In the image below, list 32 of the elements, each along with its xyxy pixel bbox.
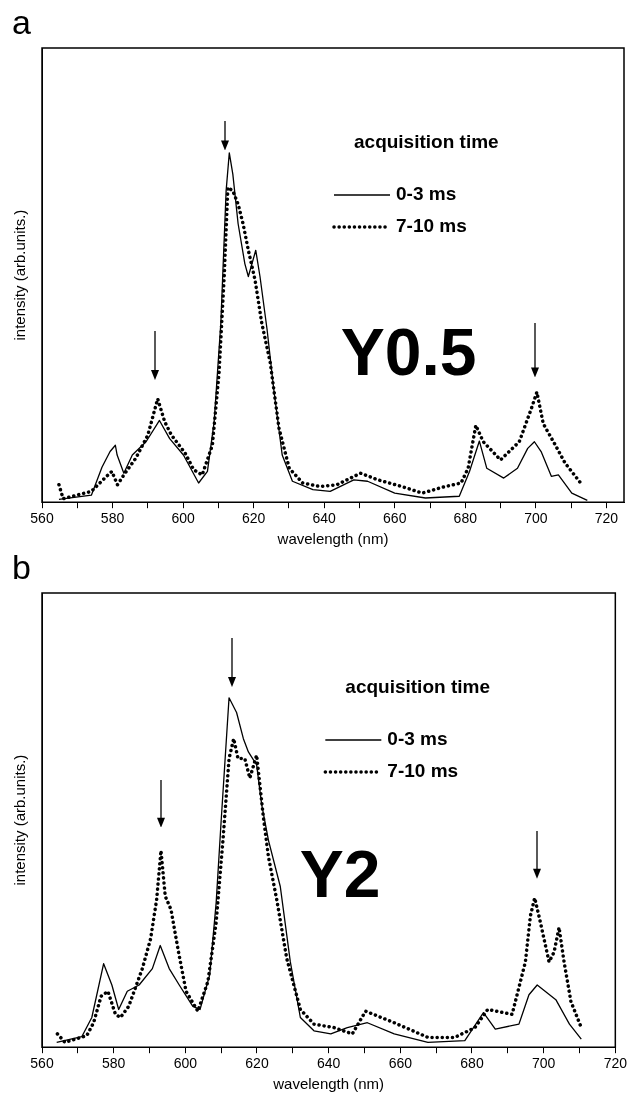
- x-tick-label: 620: [245, 1055, 269, 1072]
- x-tick-label: 660: [388, 1055, 413, 1072]
- x-tick-label: 660: [383, 510, 407, 527]
- y-axis-title: intensity (arb.units.): [11, 754, 29, 886]
- x-tick-label: 720: [603, 1055, 628, 1072]
- x-tick-label: 560: [30, 1055, 54, 1072]
- chart-title: a: [12, 3, 31, 42]
- x-tick-label: 640: [312, 510, 337, 527]
- legend-label: 7-10 ms: [387, 760, 459, 782]
- x-tick-label: 560: [30, 510, 54, 527]
- legend-label: 0-3 ms: [396, 183, 457, 205]
- x-tick-label: 640: [316, 1055, 341, 1072]
- annotation: Y0.5: [340, 315, 477, 390]
- x-tick-label: 620: [241, 510, 266, 527]
- legend-title: acquisition time: [354, 131, 499, 153]
- x-axis-title: wavelength (nm): [276, 530, 389, 548]
- x-tick-label: 580: [101, 1055, 126, 1072]
- x-axis-title: wavelength (nm): [272, 1075, 385, 1093]
- legend-label: 7-10 ms: [396, 215, 467, 237]
- x-tick-label: 720: [594, 510, 619, 527]
- x-tick-label: 600: [171, 510, 195, 527]
- y-axis-title: intensity (arb.units.): [11, 209, 29, 341]
- x-tick-label: 600: [173, 1055, 198, 1072]
- annotation: Y2: [299, 837, 381, 912]
- x-tick-label: 680: [460, 1055, 484, 1072]
- x-tick-label: 700: [531, 1055, 556, 1072]
- legend-title: acquisition time: [345, 676, 490, 698]
- legend-label: 0-3 ms: [387, 728, 448, 750]
- x-tick-label: 580: [100, 510, 125, 527]
- x-tick-label: 700: [524, 510, 548, 527]
- chart-title: b: [12, 548, 31, 587]
- x-tick-label: 680: [453, 510, 478, 527]
